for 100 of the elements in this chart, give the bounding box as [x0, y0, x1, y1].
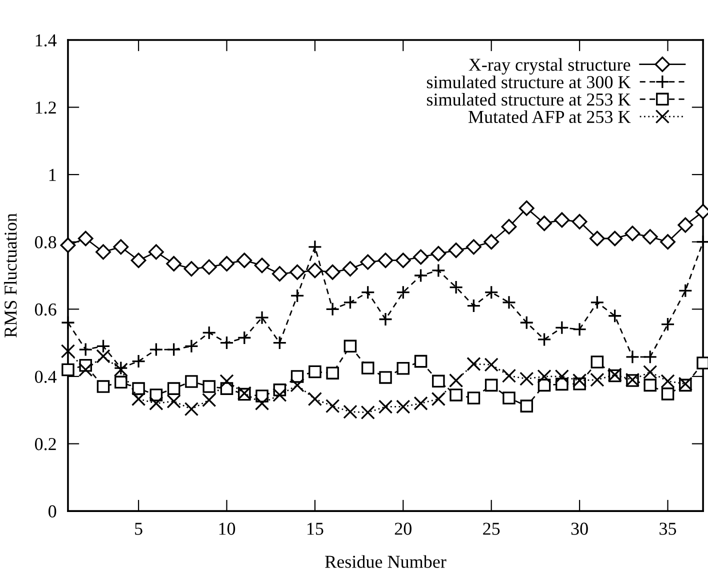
point: [484, 378, 498, 392]
point: [520, 372, 534, 386]
point: [520, 316, 534, 330]
legend-label: X-ray crystal structure: [468, 58, 630, 75]
point: [254, 258, 270, 274]
point: [432, 374, 445, 388]
point: [96, 244, 111, 260]
point: [344, 340, 357, 353]
x-tick-label: 20: [394, 522, 412, 535]
point: [590, 356, 604, 368]
point: [60, 344, 76, 358]
point: [290, 378, 304, 392]
point: [660, 317, 675, 332]
x-tick-label: 10: [219, 522, 236, 535]
y-tick-label: 1.2: [36, 102, 56, 114]
point: [608, 308, 622, 323]
point: [644, 378, 657, 392]
point: [518, 200, 534, 216]
point: [536, 216, 552, 232]
point: [554, 369, 569, 384]
point: [572, 373, 587, 388]
point: [272, 266, 288, 282]
point: [343, 295, 358, 310]
y-tick-label: 0.4: [34, 370, 57, 383]
point: [113, 239, 129, 255]
point: [396, 285, 410, 300]
y-tick-label: 1: [49, 168, 56, 181]
point: [430, 246, 446, 262]
point: [219, 256, 234, 272]
point: [414, 354, 428, 368]
point: [202, 380, 216, 393]
y-tick-label: 0.2: [34, 438, 56, 450]
point: [396, 362, 410, 375]
point: [431, 392, 446, 406]
point: [643, 364, 658, 380]
point: [448, 373, 464, 388]
point: [184, 339, 199, 354]
point: [130, 252, 146, 268]
point: [396, 400, 410, 414]
point: [589, 230, 605, 246]
point: [607, 230, 623, 246]
point: [290, 288, 304, 303]
point: [466, 239, 482, 255]
point: [448, 242, 464, 258]
point: [378, 400, 393, 414]
y-tick-label: 1.4: [36, 34, 57, 46]
point: [342, 261, 358, 276]
point: [360, 405, 375, 420]
point: [378, 252, 394, 268]
point: [236, 252, 252, 268]
x-tick-label: 35: [660, 522, 676, 535]
point: [326, 398, 340, 414]
point: [184, 261, 200, 276]
point: [202, 392, 216, 408]
point: [450, 388, 462, 402]
point: [660, 374, 675, 388]
point: [484, 234, 500, 250]
legend-label: Mutated AFP at 253 K: [468, 110, 631, 124]
point: [537, 369, 552, 384]
point: [185, 375, 198, 388]
x-tick-label: 30: [571, 522, 588, 535]
point: [148, 244, 164, 260]
point: [237, 330, 252, 345]
point: [343, 404, 358, 419]
x-tick-label: 15: [308, 522, 324, 535]
point: [78, 230, 94, 246]
point: [308, 240, 322, 254]
point: [660, 234, 676, 250]
y-tick-label: 0.6: [34, 303, 56, 316]
point: [501, 219, 517, 234]
point: [220, 374, 234, 388]
point: [502, 392, 516, 404]
point: [554, 212, 570, 228]
point: [308, 392, 322, 406]
point: [484, 285, 498, 300]
point: [467, 392, 480, 404]
point: [624, 226, 640, 242]
point: [201, 259, 217, 275]
point: [326, 366, 339, 380]
point: [466, 356, 481, 372]
point: [502, 295, 516, 310]
point: [466, 298, 481, 313]
point: [324, 264, 340, 280]
point: [537, 332, 552, 347]
point: [520, 400, 534, 412]
x-tick-label: 5: [135, 522, 142, 535]
point: [96, 380, 110, 393]
y-tick-label: 0: [48, 505, 56, 518]
legend-label: simulated structure at 300 K: [426, 76, 631, 88]
point: [166, 394, 181, 408]
point: [307, 262, 323, 278]
point: [62, 363, 74, 376]
point: [96, 339, 110, 354]
point: [678, 217, 694, 233]
point: [290, 264, 306, 280]
point: [378, 312, 393, 326]
point: [166, 256, 182, 272]
point: [448, 280, 464, 294]
point: [220, 336, 234, 350]
point: [96, 349, 110, 364]
